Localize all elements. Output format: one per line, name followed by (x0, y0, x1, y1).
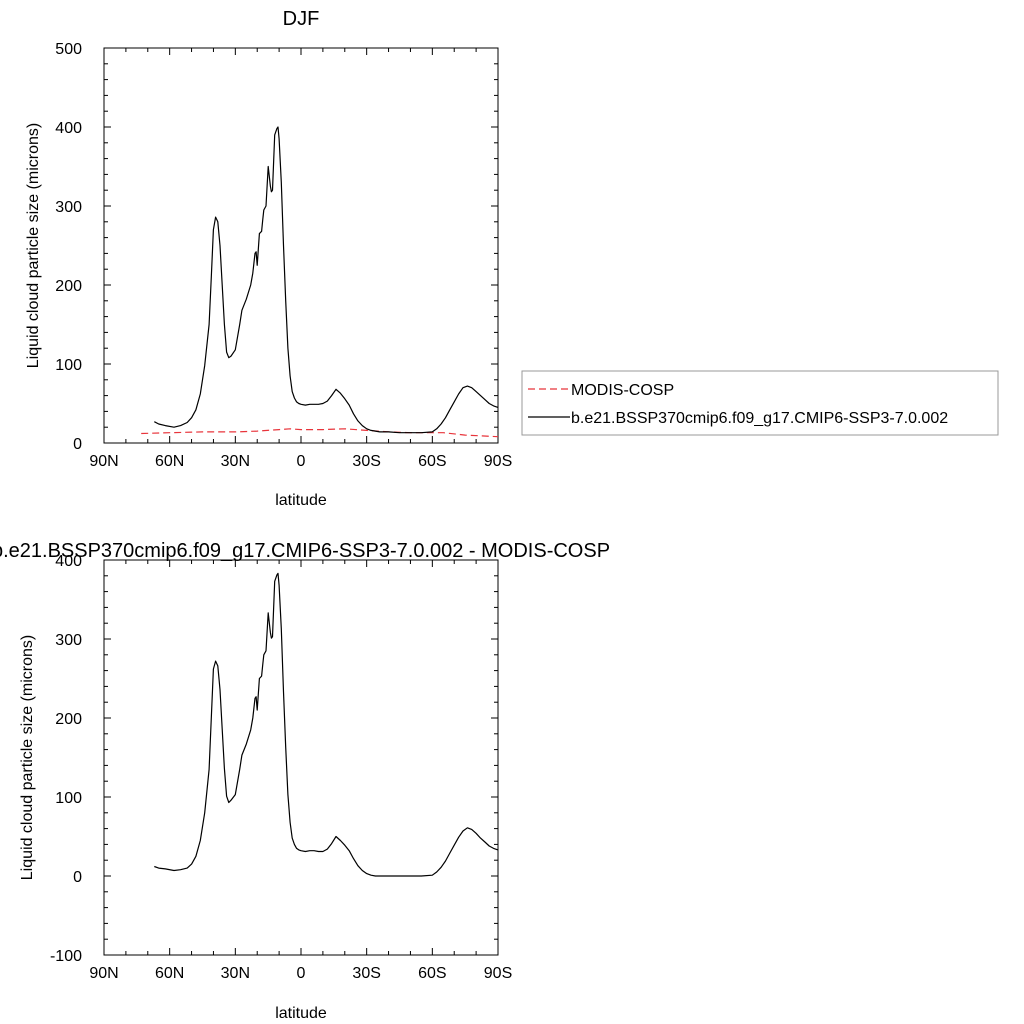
y-tick-label: 100 (55, 790, 82, 807)
y-tick-label: 400 (55, 120, 82, 137)
x-tick-label: 60N (155, 453, 184, 470)
y-tick-label: 300 (55, 632, 82, 649)
x-tick-label: 30S (352, 965, 380, 982)
legend-box (521, 370, 999, 436)
y-tick-label: 100 (55, 357, 82, 374)
x-tick-label: 60S (418, 453, 446, 470)
y-tick-label: 0 (73, 869, 82, 886)
y-tick-label: 200 (55, 278, 82, 295)
x-tick-label: 30N (221, 965, 250, 982)
series-line-b-e21-bssp370cmip6-f09-g17-cmip6-ssp3-7-0-002 (154, 126, 499, 434)
x-tick-label: 90N (89, 453, 118, 470)
chart-title: DJF (283, 8, 320, 30)
y-tick-label: -100 (50, 948, 82, 965)
x-tick-label: 30N (221, 453, 250, 470)
x-tick-label: 90N (89, 965, 118, 982)
y-tick-label: 500 (55, 41, 82, 58)
x-axis-label: latitude (275, 492, 327, 509)
x-tick-label: 60N (155, 965, 184, 982)
y-tick-label: 200 (55, 711, 82, 728)
x-tick-label: 0 (297, 965, 306, 982)
y-axis-label: Liquid cloud particle size (microns) (19, 635, 36, 880)
x-tick-label: 30S (352, 453, 380, 470)
x-tick-label: 60S (418, 965, 446, 982)
series-line-difference (154, 572, 499, 877)
x-axis-label: latitude (275, 1005, 327, 1022)
x-tick-label: 90S (484, 453, 512, 470)
y-tick-label: 400 (55, 553, 82, 570)
x-tick-label: 90S (484, 965, 512, 982)
y-axis-label: Liquid cloud particle size (microns) (25, 123, 42, 368)
y-tick-label: 300 (55, 199, 82, 216)
top-panel: DJF 90N 60N 30N 0 30S 60S 90S 0 100 200 300 400 500 la… (25, 8, 512, 509)
x-tick-label: 0 (297, 453, 306, 470)
series-line-modis-cosp (141, 428, 499, 438)
chart-title: b.e21.BSSP370cmip6.f09_g17.CMIP6-SSP3-7.… (0, 540, 610, 562)
legend-label-model: b.e21.BSSP370cmip6.f09_g17.CMIP6-SSP3-7.… (571, 410, 948, 427)
plot-frame (103, 559, 499, 956)
plot-frame (103, 47, 499, 444)
y-tick-label: 0 (73, 436, 82, 453)
legend: MODIS-COSP b.e21.BSSP370cmip6.f09_g17.CM… (521, 370, 999, 436)
bottom-panel: b.e21.BSSP370cmip6.f09_g17.CMIP6-SSP3-7.… (0, 540, 610, 1022)
legend-label-modis-cosp: MODIS-COSP (571, 382, 674, 399)
